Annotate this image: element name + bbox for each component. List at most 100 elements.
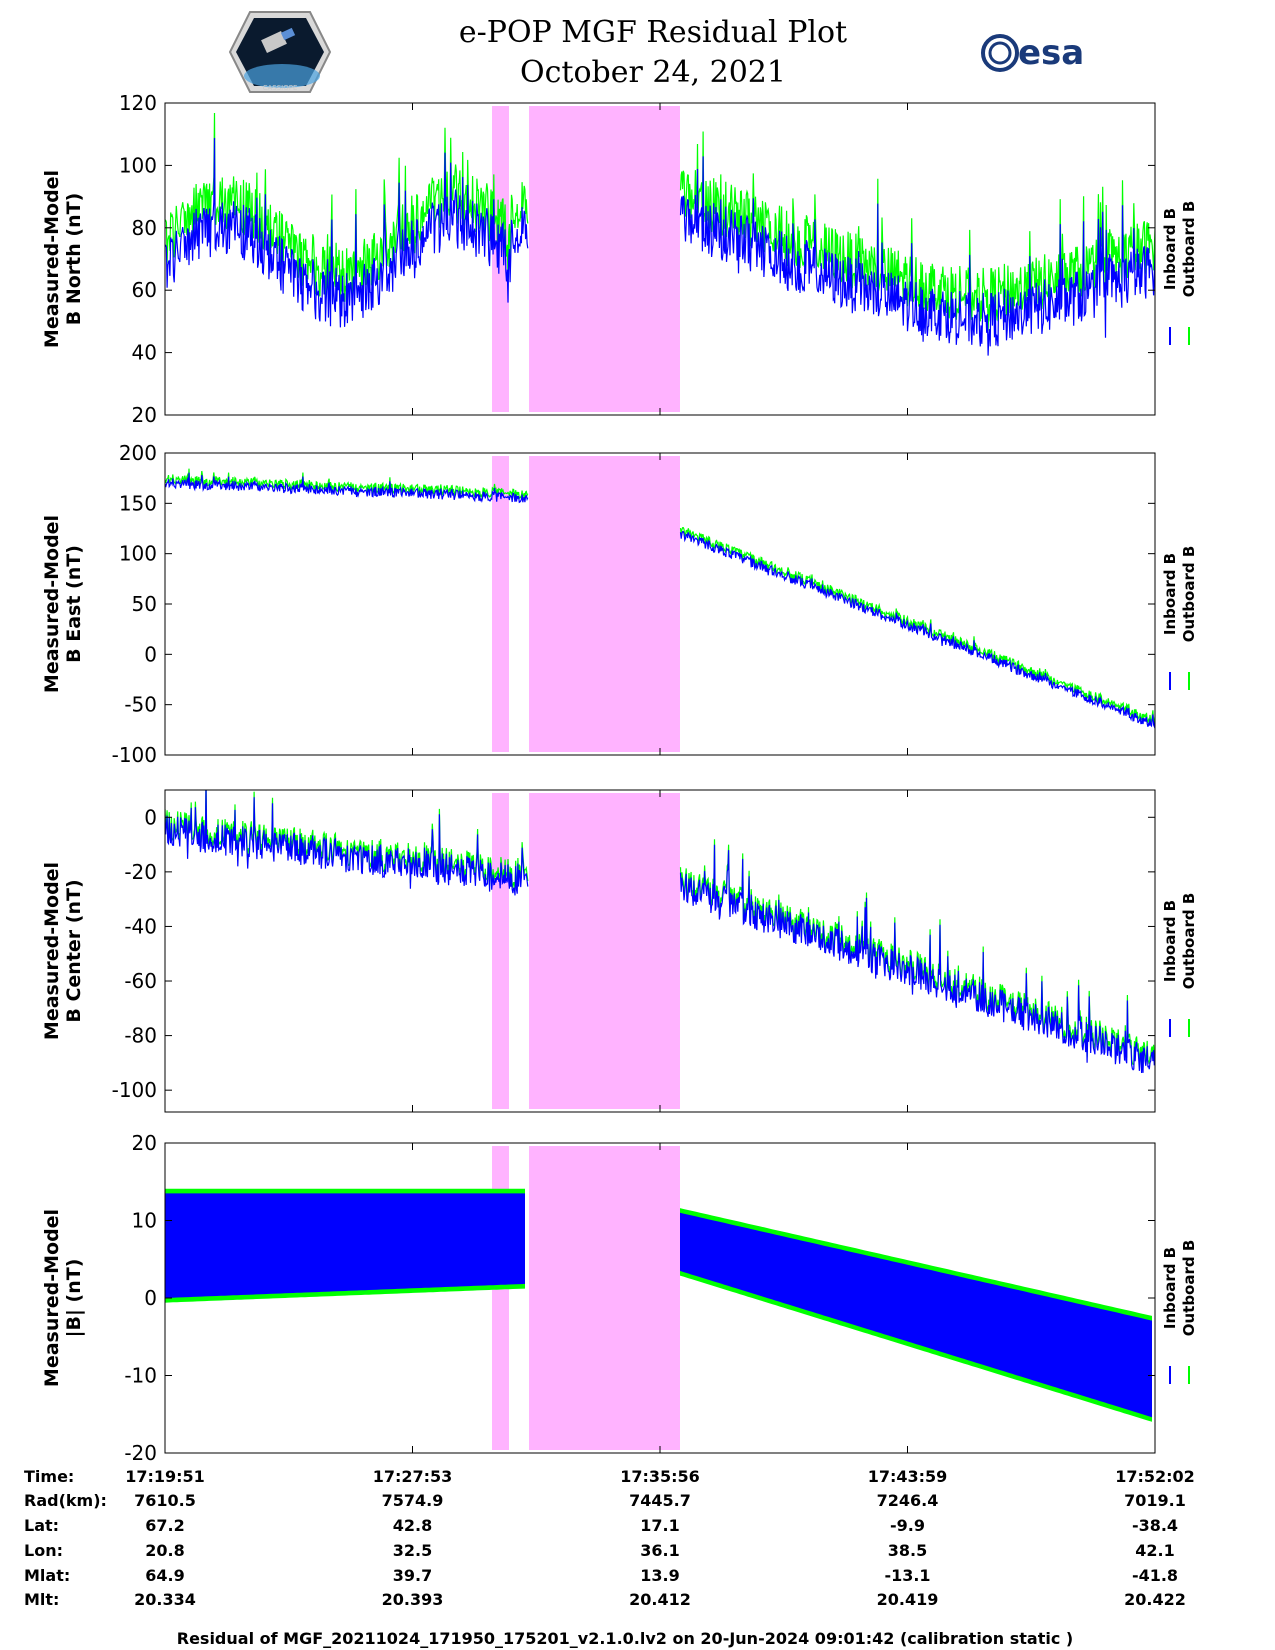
legend-inboard-label: Inboard B	[1161, 1247, 1179, 1329]
legend-inboard-label: Inboard B	[1161, 553, 1179, 635]
cassiope-mission-logo: CASSIOPE	[228, 11, 332, 93]
y-tick-label: 40	[132, 341, 157, 365]
y-tick-label: 10	[132, 1209, 157, 1233]
y-axis-label: Measured-ModelB East (nT)	[41, 515, 85, 693]
y-tick-label: 0	[144, 1286, 157, 1310]
y-tick-label: 60	[132, 278, 157, 302]
y-tick-label: 150	[119, 491, 157, 515]
y-tick-label: -50	[124, 693, 157, 717]
y-tick-label: -100	[112, 743, 157, 767]
y-tick-label: 100	[119, 153, 157, 177]
legend: Inboard B Outboard B	[1161, 1240, 1198, 1384]
table-cell: 32.5	[393, 1541, 432, 1560]
svg-text:CASSIOPE: CASSIOPE	[263, 84, 298, 92]
y-axis-label: Measured-ModelB North (nT)	[41, 170, 85, 348]
legend-inboard-label: Inboard B	[1161, 208, 1179, 290]
table-cell: -41.8	[1132, 1566, 1178, 1585]
data-gap-shading	[529, 793, 680, 1109]
table-cell: 17:19:51	[125, 1467, 205, 1486]
y-tick-label: -80	[124, 1024, 157, 1048]
inboard-b-trace	[165, 1193, 1152, 1418]
chart-title: e-POP MGF Residual Plot	[459, 15, 847, 50]
y-tick-label: -20	[124, 1441, 157, 1465]
table-row-label: Lat:	[24, 1516, 59, 1535]
table-cell: 17.1	[640, 1516, 679, 1535]
table-cell: 7019.1	[1124, 1491, 1186, 1510]
footer-filename: Residual of MGF_20211024_171950_175201_v…	[177, 1629, 1073, 1648]
chart-subtitle-date: October 24, 2021	[520, 55, 786, 90]
esa-logo: esa	[981, 33, 1084, 73]
y-tick-label: 0	[144, 805, 157, 829]
y-tick-label: 100	[119, 542, 157, 566]
y-tick-label: 120	[119, 91, 157, 115]
legend-inboard-label: Inboard B	[1161, 900, 1179, 982]
y-tick-label: 20	[132, 403, 157, 427]
inboard-b-trace	[165, 472, 1155, 729]
data-gap-shading	[492, 793, 509, 1109]
table-cell: 17:52:02	[1115, 1467, 1195, 1486]
panel-4: -20 -10 0 10 20 Measured-Model|B| (nT) Inboard…	[41, 1131, 1198, 1465]
table-cell: 42.8	[393, 1516, 432, 1535]
y-tick-label: 200	[119, 441, 157, 465]
table-cell: 36.1	[640, 1541, 679, 1560]
y-tick-label: -60	[124, 969, 157, 993]
table-cell: 17:35:56	[620, 1467, 700, 1486]
data-gap-shading	[492, 106, 509, 412]
table-row-label: Mlt:	[24, 1590, 59, 1609]
legend-outboard-label: Outboard B	[1180, 201, 1198, 298]
data-gap-shading	[492, 456, 509, 752]
y-tick-label: 20	[132, 1131, 157, 1155]
table-row-label: Time:	[24, 1467, 74, 1486]
table-cell: 64.9	[145, 1566, 184, 1585]
table-row-label: Lon:	[24, 1541, 63, 1560]
table-row-label: Mlat:	[24, 1566, 70, 1585]
table-cell: 42.1	[1135, 1541, 1174, 1560]
table-cell: 67.2	[145, 1516, 184, 1535]
table-cell: 20.419	[877, 1590, 939, 1609]
table-cell: -38.4	[1132, 1516, 1178, 1535]
table-cell: -9.9	[890, 1516, 925, 1535]
table-cell: 20.422	[1124, 1590, 1186, 1609]
table-cell: 20.8	[145, 1541, 184, 1560]
y-tick-label: 0	[144, 642, 157, 666]
ephemeris-table: Time: Rad(km): Lat: Lon: Mlat: Mlt: 17:19:51 76…	[24, 1467, 1195, 1609]
y-tick-label: -20	[124, 860, 157, 884]
y-tick-label: -10	[124, 1364, 157, 1388]
data-gap-shading	[529, 456, 680, 752]
table-cell: 20.412	[629, 1590, 691, 1609]
panel-2: -100 -50 0 50 100 150 200 Measured-ModelB East …	[41, 441, 1198, 767]
table-cell: 39.7	[393, 1566, 432, 1585]
table-cell: 20.334	[134, 1590, 196, 1609]
table-cell: 7445.7	[629, 1491, 691, 1510]
legend: Inboard B Outboard B	[1161, 201, 1198, 345]
legend-outboard-label: Outboard B	[1180, 1240, 1198, 1337]
svg-text:esa: esa	[1018, 33, 1084, 73]
inboard-b-trace	[165, 137, 1155, 356]
legend: Inboard B Outboard B	[1161, 546, 1198, 690]
table-cell: 20.393	[382, 1590, 444, 1609]
data-gap-shading	[529, 106, 680, 412]
y-axis-label: Measured-Model|B| (nT)	[41, 1209, 85, 1387]
table-cell: 38.5	[888, 1541, 927, 1560]
y-tick-label: -100	[112, 1078, 157, 1102]
data-gap-shading	[529, 1146, 680, 1450]
y-tick-label: 50	[132, 592, 157, 616]
table-row-label: Rad(km):	[24, 1491, 107, 1510]
legend: Inboard B Outboard B	[1161, 893, 1198, 1037]
y-tick-label: -40	[124, 914, 157, 938]
table-cell: 17:27:53	[373, 1467, 453, 1486]
panel-3: -100 -80 -60 -40 -20 0 Measured-ModelB Center …	[41, 789, 1198, 1113]
table-cell: -13.1	[884, 1566, 930, 1585]
legend-outboard-label: Outboard B	[1180, 893, 1198, 990]
panel-1: 20 40 60 80 100 120 Measured-ModelB North (nT)…	[41, 91, 1198, 427]
table-cell: 7574.9	[382, 1491, 444, 1510]
table-cell: 7246.4	[877, 1491, 939, 1510]
y-tick-label: 80	[132, 216, 157, 240]
table-cell: 13.9	[640, 1566, 679, 1585]
y-axis-label: Measured-ModelB Center (nT)	[41, 862, 85, 1040]
table-cell: 7610.5	[134, 1491, 196, 1510]
legend-outboard-label: Outboard B	[1180, 546, 1198, 643]
inboard-b-trace	[165, 790, 1155, 1074]
table-cell: 17:43:59	[868, 1467, 948, 1486]
